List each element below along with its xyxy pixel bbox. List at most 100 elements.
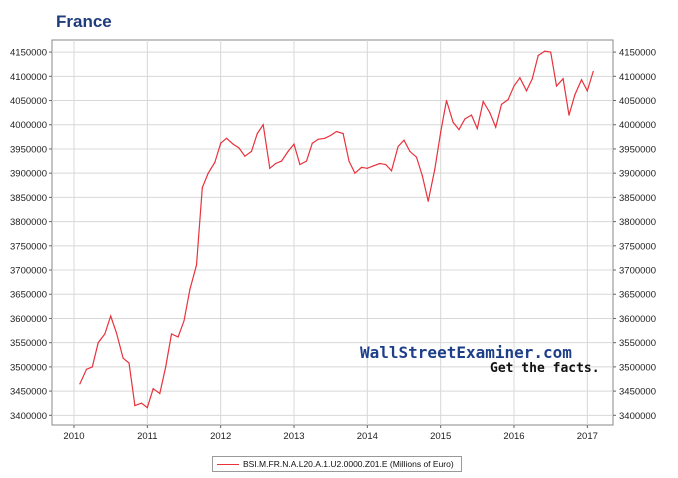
- data-point: [195, 264, 198, 266]
- data-point: [122, 357, 124, 359]
- chart-title: France: [56, 12, 112, 31]
- data-point: [214, 161, 216, 164]
- y-tick-label-right: 3600000: [619, 314, 656, 325]
- data-point: [519, 77, 521, 79]
- data-point: [476, 128, 478, 130]
- y-axis-right: 3400000 3450000 3500000 3550000 3600000 36500…: [613, 48, 656, 422]
- y-tick-label-right: 4150000: [619, 48, 656, 59]
- data-point: [85, 368, 88, 370]
- data-point: [262, 124, 264, 126]
- legend-swatch: [217, 463, 239, 465]
- y-tick-label-right: 3550000: [619, 338, 656, 349]
- data-point: [555, 85, 558, 87]
- data-point: [324, 137, 326, 139]
- data-point: [397, 145, 399, 148]
- y-tick-label-right: 4100000: [619, 72, 656, 83]
- data-point: [152, 388, 154, 390]
- data-point: [91, 366, 93, 368]
- data-point: [390, 170, 393, 172]
- data-point: [354, 172, 356, 174]
- data-point: [201, 187, 203, 189]
- data-point: [280, 160, 283, 162]
- data-point: [244, 155, 246, 157]
- x-tick-label: 2017: [577, 431, 598, 442]
- y-tick-label: 4100000: [10, 72, 47, 83]
- y-tick-label: 3650000: [10, 290, 47, 301]
- data-point: [335, 130, 338, 133]
- data-point: [250, 150, 253, 152]
- y-tick-label: 3850000: [10, 193, 47, 204]
- data-point: [531, 78, 533, 80]
- data-point: [183, 320, 185, 322]
- x-tick-label: 2011: [137, 431, 157, 442]
- data-point: [513, 85, 515, 87]
- y-tick-label-right: 3400000: [619, 411, 656, 422]
- data-point: [165, 366, 167, 368]
- data-point: [299, 163, 301, 166]
- data-point: [128, 362, 130, 364]
- y-tick-label-right: 4000000: [619, 120, 656, 131]
- data-point: [482, 100, 484, 103]
- data-point: [177, 336, 179, 338]
- data-point: [550, 51, 552, 53]
- y-tick-label-right: 3850000: [619, 193, 656, 204]
- data-point: [97, 342, 99, 344]
- y-tick-label: 3800000: [10, 217, 47, 228]
- y-tick-label: 3700000: [10, 266, 47, 277]
- data-point: [134, 405, 136, 407]
- data-point: [415, 156, 418, 158]
- data-point: [495, 126, 497, 128]
- data-point: [293, 143, 295, 145]
- data-point: [568, 114, 570, 116]
- data-point: [79, 383, 81, 385]
- y-axis-left: 3400000 3450000 3500000 3550000 3600000 36500…: [10, 48, 52, 422]
- data-point: [445, 99, 448, 102]
- data-point: [434, 168, 436, 170]
- y-tick-label: 3450000: [10, 387, 47, 398]
- data-point: [586, 90, 588, 92]
- watermark-site: WallStreetExaminer.com: [360, 343, 572, 362]
- data-point: [189, 288, 191, 291]
- y-tick-label: 4050000: [10, 96, 47, 107]
- data-point: [170, 333, 173, 335]
- x-tick-label: 2014: [357, 431, 378, 442]
- y-tick-label: 3750000: [10, 241, 47, 252]
- series-group: [79, 50, 594, 409]
- y-tick-label: 3600000: [10, 314, 47, 325]
- data-point: [574, 94, 576, 96]
- watermark-tagline: Get the facts.: [490, 361, 600, 376]
- data-point: [464, 118, 466, 120]
- data-point: [115, 332, 118, 334]
- y-tick-label-right: 3650000: [619, 290, 656, 301]
- data-point: [537, 54, 539, 57]
- data-point: [366, 167, 368, 169]
- x-tick-label: 2016: [503, 431, 524, 442]
- data-point: [238, 147, 240, 149]
- y-tick-label-right: 3900000: [619, 169, 656, 180]
- x-tick-label: 2013: [283, 431, 304, 442]
- data-point: [427, 200, 429, 202]
- data-point: [220, 142, 222, 144]
- y-tick-label-right: 3750000: [619, 241, 656, 252]
- data-point: [458, 128, 460, 131]
- y-tick-label: 4150000: [10, 48, 47, 59]
- data-point: [580, 79, 583, 81]
- y-tick-label-right: 4050000: [619, 96, 656, 107]
- data-point: [159, 392, 161, 395]
- data-point: [287, 150, 289, 152]
- data-point: [592, 70, 594, 73]
- x-axis: 2010 2011 2012 2013 2014 2015 2016 2017: [63, 425, 598, 442]
- data-point: [385, 163, 387, 166]
- data-point: [330, 134, 332, 137]
- data-point: [146, 406, 148, 409]
- data-point: [317, 138, 319, 140]
- y-tick-label: 3400000: [10, 411, 47, 422]
- y-tick-label: 3900000: [10, 169, 47, 180]
- grid-lines: [52, 40, 613, 425]
- data-point: [440, 131, 442, 133]
- data-point: [207, 172, 209, 174]
- data-point: [562, 78, 564, 80]
- data-point: [348, 160, 350, 162]
- y-tick-label: 3500000: [10, 362, 47, 373]
